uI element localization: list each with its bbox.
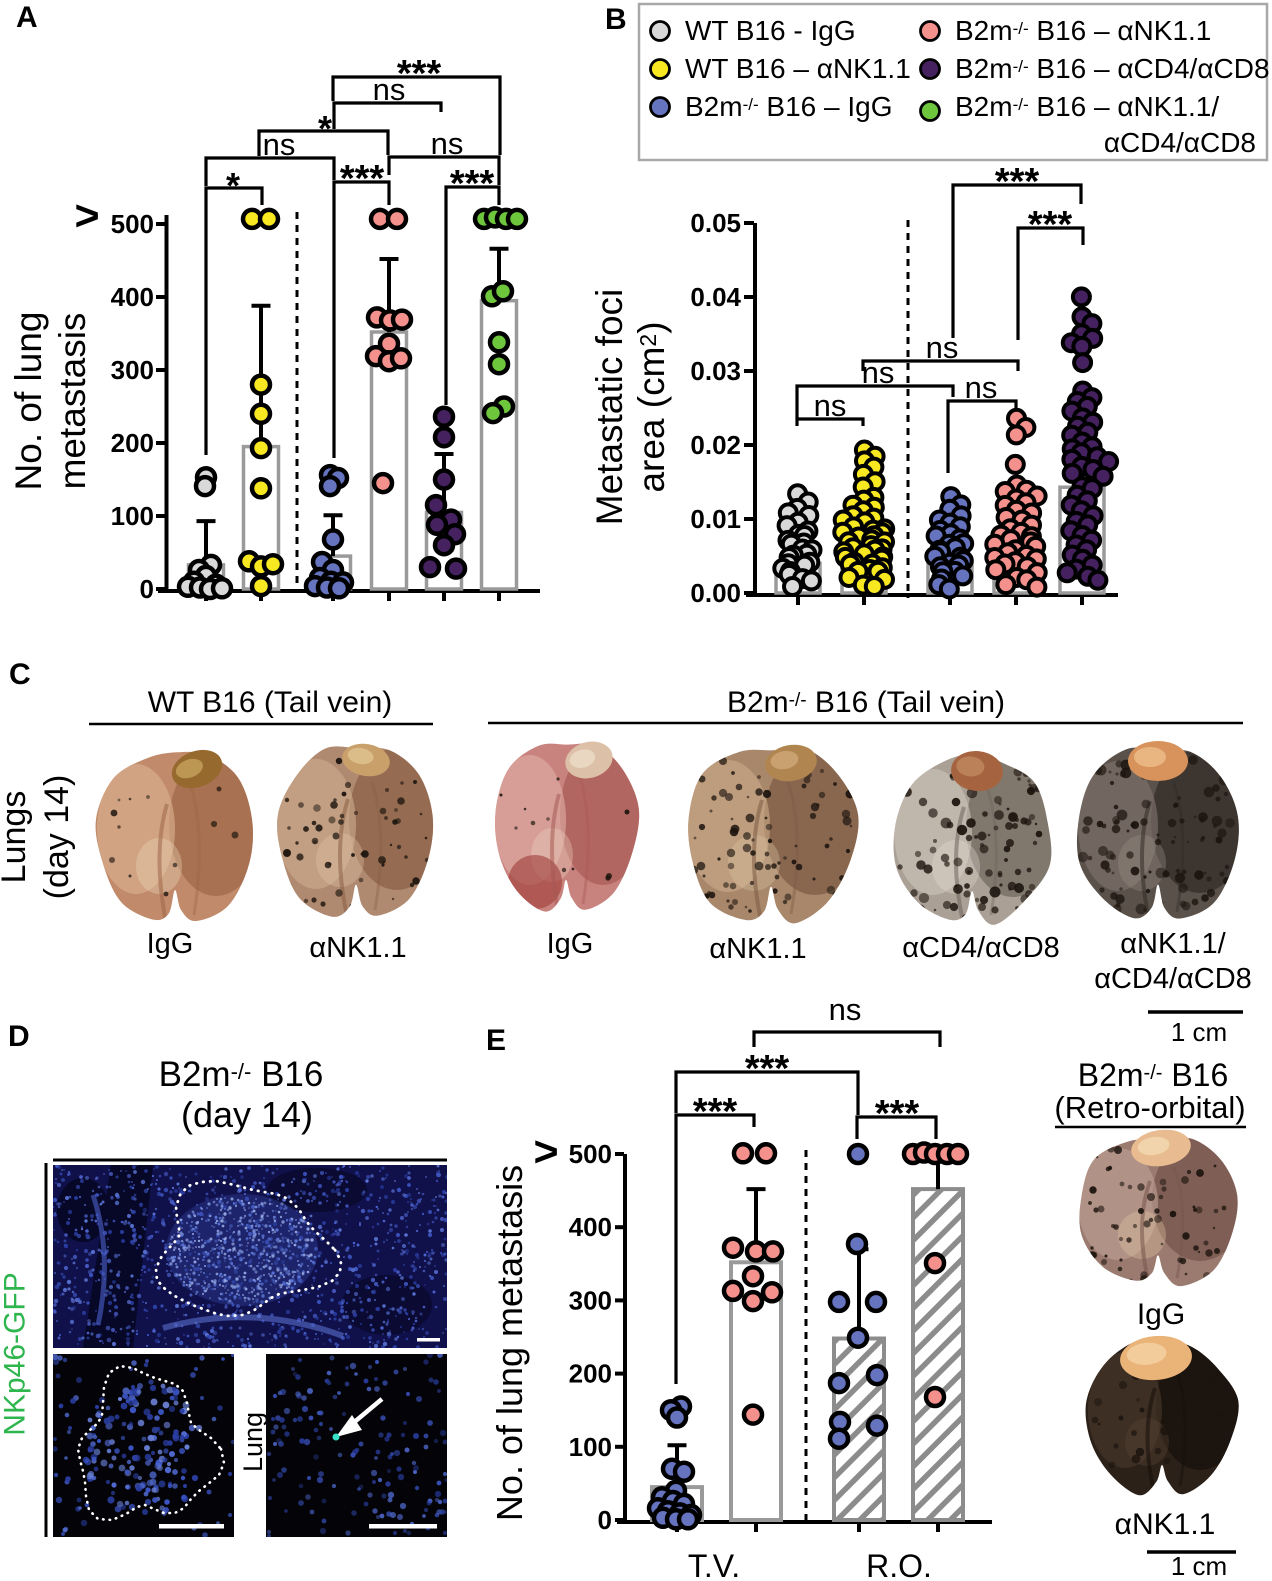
svg-text:αCD4/αCD8: αCD4/αCD8 (1104, 127, 1256, 158)
svg-text:300: 300 (569, 1285, 612, 1315)
svg-text:***: *** (745, 1048, 790, 1090)
svg-text:1 cm: 1 cm (1171, 1017, 1227, 1047)
svg-text:IgG: IgG (1137, 1298, 1185, 1331)
svg-text:ns: ns (862, 355, 895, 390)
svg-text:No. of lung: No. of lung (8, 312, 49, 491)
svg-text:αNK1.1: αNK1.1 (309, 932, 406, 964)
svg-text:100: 100 (569, 1432, 612, 1462)
svg-text:ns: ns (373, 72, 406, 107)
svg-text:T.V.: T.V. (688, 1548, 740, 1581)
svg-text:B2m-/- B16: B2m-/- B16 (159, 1055, 324, 1094)
svg-text:(Retro-orbital): (Retro-orbital) (1054, 1090, 1245, 1125)
svg-text:WT B16 - IgG: WT B16 - IgG (685, 15, 856, 46)
svg-text:Lung: Lung (238, 1412, 268, 1472)
svg-text:***: *** (1028, 204, 1073, 246)
svg-text:B: B (605, 3, 627, 36)
svg-text:200: 200 (569, 1359, 612, 1389)
svg-text:>: > (74, 192, 99, 240)
svg-text:B2m-/- B16 – αNK1.1: B2m-/- B16 – αNK1.1 (955, 15, 1211, 46)
svg-text:No. of lung metastasis: No. of lung metastasis (489, 1165, 530, 1521)
svg-text:1 cm: 1 cm (1171, 1551, 1227, 1581)
svg-text:0.02: 0.02 (690, 430, 741, 460)
svg-text:***: *** (340, 158, 385, 200)
svg-text:ns: ns (965, 370, 998, 405)
svg-text:ns: ns (814, 388, 847, 423)
svg-text:400: 400 (111, 282, 154, 312)
svg-text:R.O.: R.O. (866, 1548, 932, 1581)
svg-text:0: 0 (598, 1505, 612, 1535)
svg-text:(day 14): (day 14) (38, 775, 76, 900)
svg-text:0.05: 0.05 (690, 208, 741, 238)
svg-text:B2m-/- B16: B2m-/- B16 (1078, 1057, 1229, 1093)
svg-text:NKp46-GFP: NKp46-GFP (0, 1272, 32, 1435)
svg-text:WT B16 (Tail vein): WT B16 (Tail vein) (148, 686, 393, 719)
svg-text:ns: ns (829, 992, 862, 1027)
svg-text:αCD4/αCD8: αCD4/αCD8 (1094, 963, 1252, 995)
svg-text:B2m-/- B16 – αNK1.1/: B2m-/- B16 – αNK1.1/ (955, 91, 1219, 122)
svg-text:200: 200 (111, 428, 154, 458)
svg-text:***: *** (693, 1091, 738, 1133)
svg-text:0.03: 0.03 (690, 356, 741, 386)
svg-text:(day 14): (day 14) (181, 1094, 313, 1135)
svg-text:αNK1.1: αNK1.1 (709, 933, 806, 965)
svg-text:WT B16 – αNK1.1: WT B16 – αNK1.1 (685, 53, 911, 84)
svg-text:*: * (318, 108, 332, 149)
svg-text:B2m-/- B16 – IgG: B2m-/- B16 – IgG (685, 91, 893, 122)
svg-text:IgG: IgG (147, 928, 194, 960)
svg-text:αCD4/αCD8: αCD4/αCD8 (902, 932, 1060, 964)
svg-text:0.04: 0.04 (690, 282, 741, 312)
svg-text:ns: ns (926, 330, 959, 365)
svg-text:E: E (486, 1024, 506, 1057)
svg-text:Metastatic foci: Metastatic foci (589, 289, 630, 525)
svg-text:ns: ns (263, 127, 296, 162)
svg-text:***: *** (875, 1093, 920, 1135)
svg-text:100: 100 (111, 501, 154, 531)
svg-text:300: 300 (111, 355, 154, 385)
svg-text:Lungs: Lungs (0, 791, 33, 884)
svg-text:ns: ns (431, 126, 464, 161)
svg-text:0.01: 0.01 (690, 504, 741, 534)
svg-text:***: *** (397, 53, 442, 95)
svg-text:***: *** (450, 163, 495, 205)
svg-text:metastasis: metastasis (52, 313, 93, 490)
svg-text:0.00: 0.00 (690, 578, 741, 608)
svg-text:αNK1.1: αNK1.1 (1115, 1508, 1216, 1541)
svg-text:area (cm2): area (cm2) (631, 321, 672, 492)
svg-text:400: 400 (569, 1212, 612, 1242)
svg-text:C: C (9, 658, 31, 691)
svg-text:*: * (226, 165, 240, 206)
svg-text:0: 0 (140, 574, 154, 604)
svg-text:A: A (16, 1, 38, 34)
svg-text:D: D (8, 1020, 30, 1053)
svg-text:500: 500 (569, 1139, 612, 1169)
svg-text:B2m-/- B16 (Tail vein): B2m-/- B16 (Tail vein) (727, 686, 1005, 719)
svg-text:***: *** (995, 161, 1040, 203)
svg-text:>: > (533, 1128, 558, 1176)
svg-text:αNK1.1/: αNK1.1/ (1120, 928, 1226, 960)
svg-text:B2m-/- B16 – αCD4/αCD8: B2m-/- B16 – αCD4/αCD8 (955, 53, 1270, 84)
svg-text:500: 500 (111, 209, 154, 239)
svg-text:IgG: IgG (547, 928, 594, 960)
